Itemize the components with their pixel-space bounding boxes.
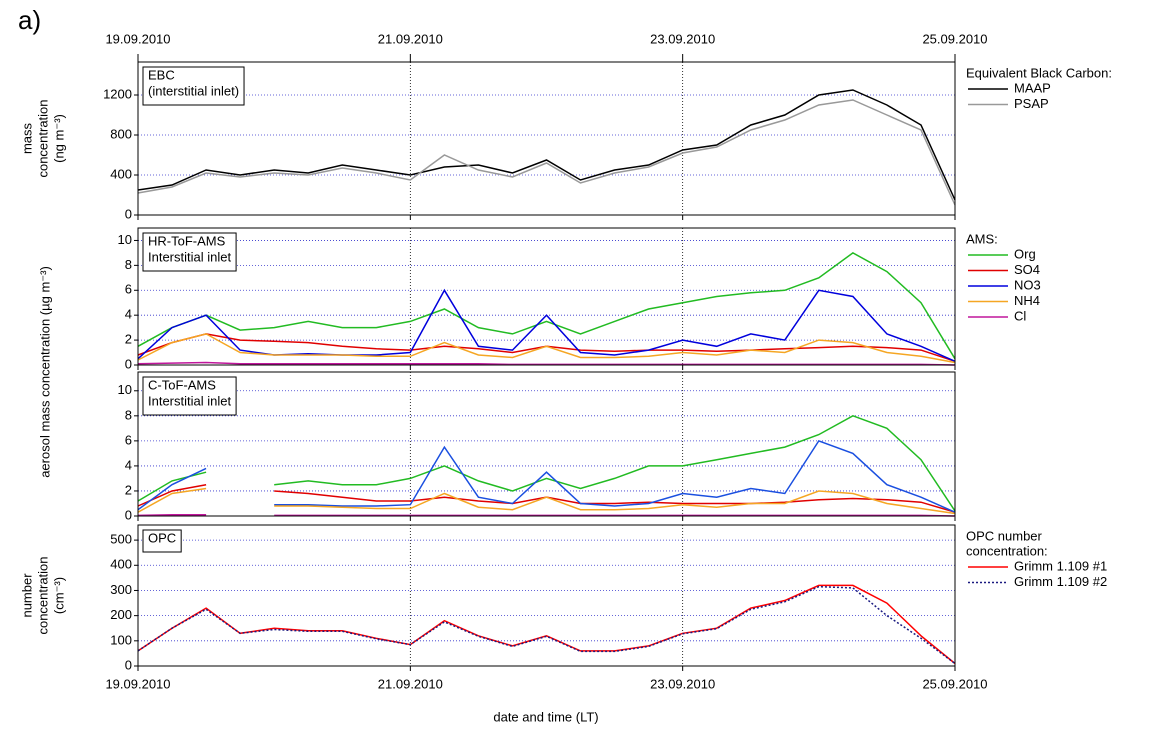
y-axis-label: concentration xyxy=(35,99,50,177)
legend-title: Equivalent Black Carbon: xyxy=(966,65,1112,80)
series-line xyxy=(137,414,956,512)
x-tick-label: 19.09.2010 xyxy=(105,676,170,691)
legend-title: concentration: xyxy=(966,543,1048,558)
x-tick-label: 23.09.2010 xyxy=(650,676,715,691)
legend-label: Grimm 1.109 #1 xyxy=(1014,558,1107,573)
panel-box-label: OPC xyxy=(148,530,176,545)
legend-label: MAAP xyxy=(1014,80,1051,95)
series-line xyxy=(137,89,956,201)
series-line xyxy=(137,584,956,665)
panel-box-label: Interstitial inlet xyxy=(148,249,231,264)
legend-label: SO4 xyxy=(1014,262,1040,277)
x-axis-label: date and time (LT) xyxy=(493,709,598,724)
y-tick-label: 6 xyxy=(125,282,132,297)
legend-label: Org xyxy=(1014,246,1036,261)
plot-frame xyxy=(137,371,956,517)
y-tick-label: 500 xyxy=(110,532,132,547)
y-tick-label: 4 xyxy=(125,457,132,472)
y-axis-label: mass xyxy=(19,122,34,154)
series-line xyxy=(137,333,956,363)
shared-y-axis-label: aerosol mass concentration (µg m⁻³) xyxy=(37,266,52,478)
y-tick-label: 2 xyxy=(125,332,132,347)
panel-label: a) xyxy=(18,5,41,35)
y-tick-label: 400 xyxy=(110,557,132,572)
panel-box xyxy=(142,66,245,106)
panel-box xyxy=(142,232,237,272)
legend-label: NH4 xyxy=(1014,293,1040,308)
y-tick-label: 2 xyxy=(125,482,132,497)
y-tick-label: 100 xyxy=(110,632,132,647)
series-line xyxy=(137,252,956,360)
series-line xyxy=(137,439,956,513)
legend-title: OPC number xyxy=(966,528,1043,543)
y-tick-label: 0 xyxy=(125,206,132,221)
panel-box-label: EBC xyxy=(148,67,175,82)
series-line xyxy=(137,483,956,513)
legend-title: AMS: xyxy=(966,231,998,246)
y-tick-label: 6 xyxy=(125,432,132,447)
plot-frame xyxy=(137,61,956,216)
y-tick-label: 0 xyxy=(125,507,132,522)
series-line xyxy=(137,333,956,364)
panel-box-label: Interstitial inlet xyxy=(148,393,231,408)
legend-label: PSAP xyxy=(1014,96,1049,111)
series-line xyxy=(137,288,956,362)
y-tick-label: 4 xyxy=(125,307,132,322)
panel-box xyxy=(142,376,237,416)
series-line xyxy=(137,99,956,206)
y-tick-label: 300 xyxy=(110,582,132,597)
y-tick-label: 200 xyxy=(110,607,132,622)
panel-box-label: HR-ToF-AMS xyxy=(148,233,226,248)
panel-box xyxy=(142,529,182,553)
top-x-tick-label: 19.09.2010 xyxy=(105,31,170,46)
legend-label: NO3 xyxy=(1014,277,1041,292)
y-axis-label: (cm⁻³) xyxy=(51,577,66,614)
top-x-tick-label: 23.09.2010 xyxy=(650,31,715,46)
top-x-tick-label: 25.09.2010 xyxy=(922,31,987,46)
x-tick-label: 25.09.2010 xyxy=(922,676,987,691)
y-tick-label: 400 xyxy=(110,166,132,181)
y-tick-label: 10 xyxy=(118,382,132,397)
y-tick-label: 10 xyxy=(118,232,132,247)
panel-box-label: C-ToF-AMS xyxy=(148,377,216,392)
y-tick-label: 8 xyxy=(125,407,132,422)
y-tick-label: 8 xyxy=(125,257,132,272)
legend-label: Cl xyxy=(1014,308,1026,323)
panel-box-label: (interstitial inlet) xyxy=(148,83,239,98)
series-line xyxy=(137,361,956,366)
y-axis-label: concentration xyxy=(35,556,50,634)
y-tick-label: 1200 xyxy=(103,86,132,101)
y-tick-label: 0 xyxy=(125,356,132,371)
legend-label: Grimm 1.109 #2 xyxy=(1014,574,1107,589)
plot-frame xyxy=(137,227,956,366)
top-x-tick-label: 21.09.2010 xyxy=(378,31,443,46)
series-line xyxy=(137,487,956,515)
series-line xyxy=(137,513,956,517)
y-axis-label: number xyxy=(19,573,34,618)
plot-frame xyxy=(137,524,956,667)
series-line xyxy=(137,585,956,665)
y-tick-label: 800 xyxy=(110,126,132,141)
y-tick-label: 0 xyxy=(125,657,132,672)
y-axis-label: (ng m⁻³) xyxy=(51,114,66,163)
x-tick-label: 21.09.2010 xyxy=(378,676,443,691)
